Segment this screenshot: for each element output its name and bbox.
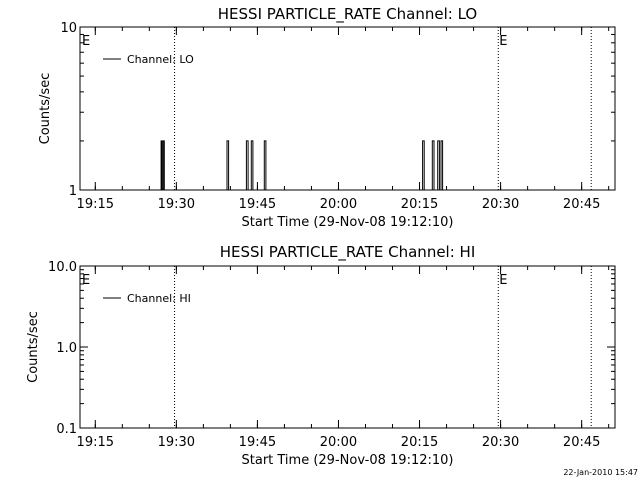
x-tick-label: 20:30 (482, 197, 519, 212)
y-axis-label: Counts/sec (38, 73, 53, 145)
y-tick-label: 10.0 (48, 260, 77, 275)
x-tick-label: 19:45 (239, 435, 276, 450)
x-axis-label: Start Time (29-Nov-08 19:12:10) (242, 453, 454, 468)
plot-panel-lo: HESSI PARTICLE_RATE Channel: LO 19:15 19:3… (38, 5, 616, 230)
x-tick-label: 20:45 (563, 197, 600, 212)
y-axis-label: Counts/sec (26, 311, 41, 383)
x-tick-label: 19:15 (77, 197, 114, 212)
y-tick-label: 1.0 (56, 341, 77, 356)
x-tick-label: 19:45 (239, 197, 276, 212)
x-tick-label: 19:30 (158, 197, 195, 212)
x-axis-label: Start Time (29-Nov-08 19:12:10) (242, 215, 454, 230)
legend-label: Channel: LO (127, 53, 194, 66)
x-tick-label: 20:30 (482, 435, 519, 450)
plot-panel-hi: HESSI PARTICLE_RATE Channel: HI 19:15 19:3… (26, 243, 616, 468)
x-tick-label: 19:15 (77, 435, 114, 450)
y-tick-label: 10 (60, 21, 77, 36)
plot-frame (79, 26, 616, 191)
data-series-line (80, 140, 444, 191)
x-tick-label: 19:30 (158, 435, 195, 450)
x-tick-label: 20:00 (320, 435, 357, 450)
plot-frame (79, 265, 616, 429)
chart-title: HESSI PARTICLE_RATE Channel: LO (218, 5, 477, 24)
x-tick-label: 20:15 (401, 435, 438, 450)
chart-title: HESSI PARTICLE_RATE Channel: HI (220, 243, 476, 262)
legend-label: Channel: HI (127, 292, 191, 305)
event-marker: E (499, 273, 507, 288)
event-marker: E (499, 34, 507, 49)
event-marker: E (82, 34, 90, 49)
footer-timestamp: 22-Jan-2010 15:47 (563, 468, 638, 477)
y-tick-label: 1 (69, 184, 77, 199)
x-tick-label: 20:45 (563, 435, 600, 450)
x-tick-label: 20:00 (320, 197, 357, 212)
x-tick-label: 20:15 (401, 197, 438, 212)
y-tick-label: 0.1 (56, 422, 77, 437)
event-marker: E (82, 273, 90, 288)
